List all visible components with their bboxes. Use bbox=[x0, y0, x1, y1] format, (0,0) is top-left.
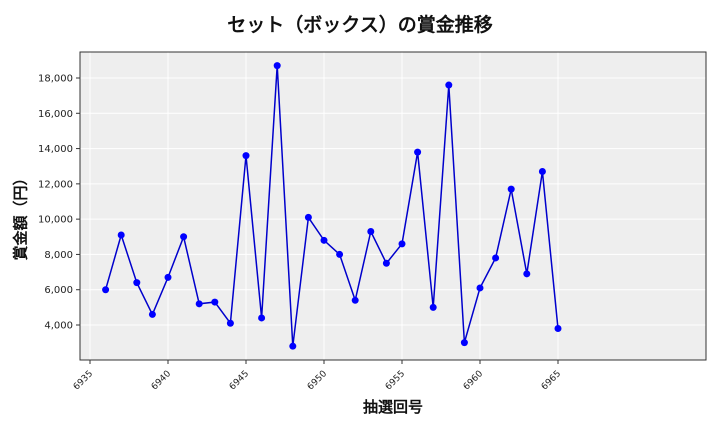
data-point bbox=[117, 231, 125, 239]
data-point bbox=[320, 236, 328, 244]
data-point bbox=[538, 168, 546, 176]
data-point bbox=[351, 296, 359, 304]
data-point bbox=[226, 319, 234, 327]
y-tick-label: 16,000 bbox=[38, 109, 73, 120]
data-point bbox=[180, 233, 188, 241]
plot-area bbox=[80, 52, 706, 360]
y-tick-label: 8,000 bbox=[44, 250, 73, 261]
y-tick-label: 6,000 bbox=[44, 285, 73, 296]
data-point bbox=[304, 213, 312, 221]
y-tick-label: 18,000 bbox=[38, 74, 73, 85]
y-axis-label: 賞金額（円） bbox=[11, 170, 30, 261]
x-tick-label: 6950 bbox=[306, 369, 329, 392]
y-tick-label: 4,000 bbox=[44, 321, 73, 332]
data-point bbox=[382, 259, 390, 267]
data-point bbox=[445, 81, 453, 89]
data-point bbox=[289, 342, 297, 350]
data-point bbox=[164, 273, 172, 281]
data-point bbox=[102, 286, 110, 294]
x-tick-label: 6960 bbox=[462, 369, 485, 392]
data-point bbox=[554, 325, 562, 333]
x-axis-label: 抽選回号 bbox=[362, 398, 423, 416]
data-point bbox=[429, 303, 437, 311]
x-tick-label: 6945 bbox=[228, 369, 251, 392]
data-point bbox=[242, 152, 250, 160]
plot-frame bbox=[79, 51, 707, 361]
data-point bbox=[414, 148, 422, 156]
y-tick-label: 14,000 bbox=[38, 144, 73, 155]
chart-title: セット（ボックス）の賞金推移 bbox=[227, 14, 493, 36]
y-tick-label: 12,000 bbox=[38, 179, 73, 190]
data-point bbox=[476, 284, 484, 292]
data-point bbox=[523, 270, 531, 278]
x-tick-label: 6935 bbox=[72, 369, 95, 392]
data-point bbox=[460, 339, 468, 347]
data-point bbox=[367, 227, 375, 235]
data-point bbox=[133, 279, 141, 287]
data-point bbox=[258, 314, 266, 322]
data-point bbox=[195, 300, 203, 308]
x-tick-label: 6955 bbox=[384, 369, 407, 392]
data-point bbox=[211, 298, 219, 306]
data-point bbox=[398, 240, 406, 248]
data-point bbox=[273, 62, 281, 70]
data-point bbox=[492, 254, 500, 262]
data-line bbox=[104, 65, 559, 347]
data-point bbox=[148, 310, 156, 318]
data-point bbox=[336, 250, 344, 258]
y-tick-label: 10,000 bbox=[38, 215, 73, 226]
x-tick-label: 6965 bbox=[540, 369, 563, 392]
x-tick-label: 6940 bbox=[150, 369, 173, 392]
data-point bbox=[507, 185, 515, 193]
